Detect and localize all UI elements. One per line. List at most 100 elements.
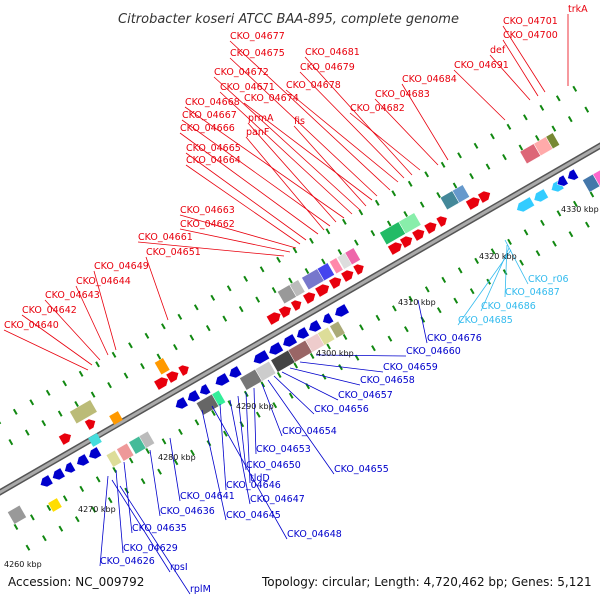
- guide-dot: [30, 514, 35, 521]
- gene-label: CKO_04643: [45, 290, 100, 301]
- guide-dot: [309, 352, 315, 360]
- guide-dot: [194, 419, 200, 426]
- gene-label: CKO_04666: [180, 123, 235, 134]
- guide-dot: [140, 362, 145, 370]
- gene-arrow: [322, 312, 335, 325]
- gene-label: CKO_04646: [226, 480, 281, 491]
- gene-label: CKO_04686: [481, 301, 536, 312]
- guide-dot: [260, 381, 266, 388]
- guide-dot: [474, 257, 480, 265]
- guide-dot: [507, 238, 512, 246]
- gene-label: CKO_04682: [350, 103, 405, 114]
- guide-dot: [453, 297, 459, 304]
- gene-label: trkA: [568, 4, 588, 15]
- gene-arrow: [88, 446, 103, 460]
- guide-dot: [371, 345, 376, 352]
- guide-dot: [173, 343, 178, 351]
- label-connector: [145, 256, 169, 321]
- gene-box: [48, 498, 62, 512]
- guide-dot: [144, 332, 150, 339]
- gene-label: CKO_04660: [406, 346, 461, 357]
- label-connector: [273, 375, 315, 415]
- label-connector: [179, 214, 297, 249]
- label-connector: [149, 449, 161, 517]
- guide-dot: [293, 362, 299, 369]
- gene-label: CKO_04656: [314, 404, 369, 415]
- guide-dot: [392, 305, 397, 312]
- guide-dot: [408, 295, 414, 303]
- guide-dot: [374, 199, 380, 206]
- gene-label: CKO_04661: [138, 232, 193, 243]
- guide-dot: [404, 326, 409, 333]
- guide-dot: [292, 247, 298, 254]
- gene-arrow: [254, 360, 277, 382]
- gene-arrow: [228, 365, 243, 379]
- guide-dot: [276, 371, 282, 379]
- gene-arrow: [289, 279, 306, 298]
- guide-dot: [502, 153, 507, 161]
- gene-arrow: [308, 319, 323, 333]
- guide-dot: [276, 256, 281, 263]
- label-connector: [281, 371, 339, 401]
- guide-dot: [259, 266, 265, 273]
- gene-arrow: [154, 357, 171, 376]
- label-connector: [245, 136, 325, 231]
- gene-label: panF: [246, 127, 269, 138]
- gene-arrow: [317, 326, 336, 346]
- gene-label: CKO_04649: [94, 261, 149, 272]
- gene-arrow: [328, 276, 342, 290]
- gene-label: CKO_04641: [180, 491, 235, 502]
- gene-arrow: [314, 283, 330, 298]
- guide-dot: [359, 324, 364, 331]
- guide-dot: [518, 144, 524, 151]
- gene-label: CKO_04668: [185, 97, 240, 108]
- guide-dot: [584, 106, 590, 113]
- label-connector: [115, 469, 124, 554]
- gene-arrow: [69, 399, 98, 425]
- gene-box: [109, 411, 123, 425]
- guide-dot: [441, 276, 447, 284]
- tick-label: 4300 kbp: [316, 349, 354, 358]
- guide-dot: [354, 239, 359, 246]
- label-connector: [480, 247, 510, 312]
- guide-dot: [568, 231, 574, 238]
- gene-label: CKO_04667: [182, 110, 237, 121]
- gene-label: CKO_04685: [458, 315, 513, 326]
- label-connector: [3, 329, 89, 371]
- label-connector: [261, 383, 283, 437]
- label-connector: [44, 299, 101, 361]
- label-connector: [299, 71, 405, 179]
- guide-dot: [358, 209, 364, 216]
- guide-dot: [0, 418, 2, 425]
- tick-label: 4270 kbp: [78, 505, 116, 514]
- gene-arrow: [268, 341, 284, 356]
- guide-dot: [211, 409, 216, 417]
- label-connector: [75, 285, 109, 356]
- gene-label: CKO_04681: [305, 47, 360, 58]
- label-connector: [304, 56, 413, 176]
- gene-label: rplM: [190, 584, 211, 595]
- guide-dot: [177, 313, 183, 320]
- gene-label: CKO_04664: [186, 155, 241, 166]
- label-connector: [453, 69, 506, 121]
- gene-label: CKO_04650: [246, 460, 301, 471]
- guide-dot: [519, 259, 524, 266]
- label-connector: [374, 98, 439, 166]
- guide-dot: [57, 410, 63, 417]
- guide-dot: [29, 399, 35, 406]
- label-connector: [243, 102, 373, 201]
- label-connector: [237, 395, 247, 471]
- gene-arrow: [253, 349, 271, 365]
- gene-arrow: [177, 364, 190, 377]
- gene-label: CKO_04684: [402, 74, 457, 85]
- guide-dot: [210, 294, 216, 301]
- gene-label: rpsI: [170, 562, 188, 573]
- guide-dot: [25, 544, 31, 551]
- label-connector: [213, 76, 361, 211]
- gene-arrow: [165, 370, 180, 384]
- guide-dot: [342, 218, 347, 225]
- gene-arrow: [39, 474, 54, 488]
- guide-dot: [205, 324, 211, 332]
- gene-arrow: [116, 442, 135, 462]
